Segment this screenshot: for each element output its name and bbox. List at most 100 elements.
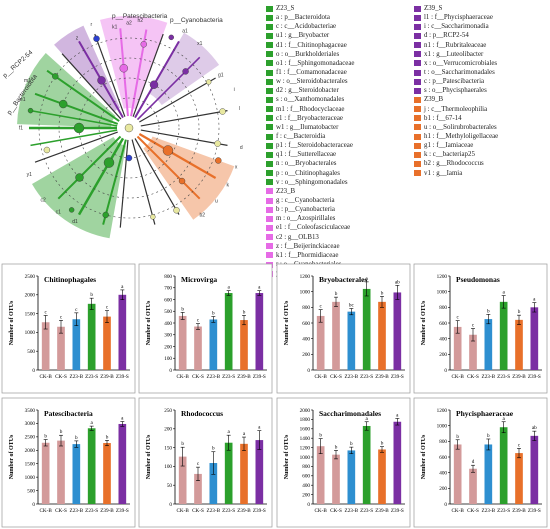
significance-letter: a — [243, 431, 246, 437]
y-tick-label: 1400 — [300, 436, 311, 442]
legend-swatch — [266, 243, 273, 250]
x-tick-label: CK-S — [467, 508, 479, 514]
legend-item-label: h1 : f__Methyloligellaceae — [424, 132, 499, 140]
x-tick-label: CK-S — [330, 508, 342, 514]
bar — [453, 326, 462, 370]
significance-letter: a — [121, 416, 124, 422]
cladogram-ring — [98, 97, 160, 159]
significance-letter: c — [106, 305, 109, 311]
bar — [469, 468, 477, 504]
legend-item: h1 : f__Methyloligellaceae — [414, 132, 498, 141]
clade-highlight — [17, 53, 116, 128]
y-tick-label: 400 — [439, 470, 447, 476]
leaf-letter: g1 — [218, 72, 224, 78]
legend-item-label: f1 : f__Comamonadaceae — [276, 68, 347, 76]
panel-frame — [413, 397, 548, 528]
significance-letter: a — [396, 412, 399, 418]
legend-item: z : f__Beijerinckiaceae — [266, 242, 365, 251]
y-tick-label: 1000 — [300, 455, 311, 461]
y-tick-label: 1200 — [437, 408, 448, 414]
chart-title: Microvirga — [181, 275, 217, 284]
clade-label-patescibacteria: p__Patescibacteria — [112, 13, 168, 20]
significance-letter: a — [366, 276, 369, 282]
legend-group-label: Z23_S — [276, 5, 295, 12]
cladogram-ring — [38, 37, 220, 219]
leaf-letter: e1 — [20, 97, 26, 103]
chart-title: Pseudomonas — [456, 275, 500, 284]
x-tick-label: Z39-S — [253, 508, 266, 514]
y-tick-label: 700 — [164, 286, 172, 292]
y-tick-label: 100 — [164, 356, 172, 362]
leaf-letter: y1 — [27, 172, 33, 178]
y-tick-label: 2000 — [300, 408, 311, 414]
cladogram-branch — [119, 139, 129, 228]
cladogram-node — [125, 154, 133, 162]
x-tick-label: Z23-S — [360, 508, 373, 514]
legend-swatch — [414, 60, 421, 67]
legend-item-label: b2 : g__Rhodococcus — [424, 160, 484, 168]
y-tick-label: 1000 — [300, 289, 311, 295]
legend-item-label: v1 : g__Iamia — [424, 169, 463, 177]
y-tick-label: 3500 — [25, 408, 36, 414]
legend-item: j : c__Thermoleophilia — [414, 105, 498, 114]
significance-letter: b — [381, 290, 384, 296]
cladogram-node — [149, 80, 159, 89]
significance-letter: a — [503, 416, 506, 422]
significance-letter: b — [319, 433, 322, 439]
significance-letter: ab — [395, 279, 400, 285]
legend-swatch — [266, 97, 273, 103]
y-tick-label: 600 — [439, 321, 447, 327]
legend-item-label: u : o__Solirubrobacterales — [424, 123, 497, 131]
legend-swatch — [266, 51, 273, 58]
legend-item-label: o1 : f__Sphingomonadaceae — [276, 59, 355, 67]
bar — [316, 315, 325, 370]
legend-item: n : o__Bryobacterales — [266, 159, 365, 168]
significance-letter: a — [121, 284, 124, 290]
cladogram-node — [27, 107, 34, 114]
y-tick-label: 400 — [164, 321, 172, 327]
cladogram-node — [68, 207, 75, 213]
legend-item: t : o__Saccharimonadales — [414, 68, 498, 77]
legend-item: g1 : f__Iamiaceae — [414, 141, 498, 150]
legend-swatch — [266, 224, 273, 231]
y-tick-label: 150 — [164, 445, 172, 451]
bar-chart-panel: 0 200 400 600 800 1000 1200 Number of OTUs Pseud… — [412, 262, 549, 395]
legend-group-header: Z23_B — [266, 187, 365, 196]
y-tick-label: 800 — [439, 439, 447, 445]
legend-swatch — [266, 60, 273, 67]
x-tick-label: CK-B — [314, 374, 327, 380]
y-tick-label: 200 — [164, 427, 172, 433]
leaf-letter: a1 — [182, 28, 188, 34]
bar — [362, 288, 371, 370]
legend-item-label: x1 : g__Luteolibacter — [424, 50, 484, 58]
x-tick-label: Z23-S — [85, 374, 98, 380]
cladogram-branch — [61, 53, 122, 120]
legend-item: e1 : f__Coleofasciculaceae — [266, 223, 365, 232]
legend-item-label: d2 : g__Steroidobacter — [276, 87, 339, 95]
legend-item-label: f : c__Bacteroidia — [276, 132, 326, 140]
y-tick-label: 1200 — [437, 274, 448, 280]
x-tick-label: Z39-B — [375, 508, 389, 514]
significance-letter: b — [60, 429, 63, 435]
significance-letter: b — [44, 434, 47, 440]
cladogram-node — [52, 73, 59, 80]
legend-swatch — [414, 14, 421, 21]
bar-chart-panel: 0 200 400 600 800 1000 1200 Number of OTUs Bryob… — [275, 262, 412, 395]
significance-letter: a — [366, 416, 369, 422]
x-tick-label: Z39-B — [237, 508, 251, 514]
legend-swatch — [266, 5, 273, 12]
y-tick-label: 2000 — [25, 448, 36, 454]
chart-title: Saccharimonadales — [319, 409, 381, 418]
legend-item-label: p1 : f__Steroidobacteraceae — [276, 142, 353, 150]
legend-item-label: m : o__Azospirillales — [276, 215, 336, 223]
legend-swatch — [266, 234, 273, 241]
legend-swatch — [266, 87, 273, 94]
leaf-letter: c2 — [41, 197, 47, 203]
legend-swatch — [266, 252, 273, 259]
bar — [103, 443, 111, 504]
legend-swatch — [266, 170, 273, 177]
significance-letter: b — [106, 434, 109, 440]
legend-item-label: c : c__Acidobacteriae — [276, 23, 337, 31]
cladogram-branch — [102, 139, 127, 225]
legend-group-label: Z39_S — [424, 5, 443, 12]
